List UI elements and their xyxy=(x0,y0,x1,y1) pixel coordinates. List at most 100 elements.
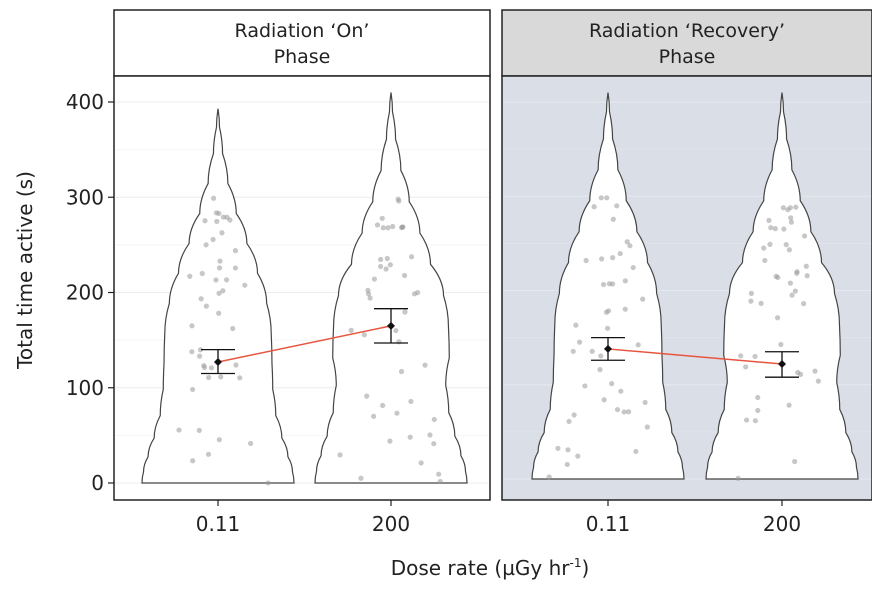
data-point xyxy=(618,388,624,394)
data-point xyxy=(573,322,579,328)
data-point xyxy=(609,381,615,387)
data-point xyxy=(642,399,648,406)
data-point xyxy=(380,225,386,231)
data-point xyxy=(187,273,193,279)
data-point xyxy=(422,362,428,368)
data-point xyxy=(570,348,576,354)
data-point xyxy=(237,375,243,381)
data-point xyxy=(202,218,208,224)
data-point xyxy=(398,224,405,231)
data-point xyxy=(635,342,641,348)
data-point xyxy=(378,256,384,263)
x-tick-label: 0.11 xyxy=(586,512,631,536)
data-point xyxy=(780,205,786,211)
data-point xyxy=(427,432,433,438)
data-point xyxy=(793,204,799,210)
strip-header xyxy=(113,9,491,77)
data-point xyxy=(248,440,254,447)
data-point xyxy=(773,273,779,279)
data-point xyxy=(794,270,800,276)
data-point xyxy=(600,281,607,288)
x-axis-label-sup: -1 xyxy=(570,556,582,570)
data-point xyxy=(598,353,604,359)
data-point xyxy=(358,475,364,481)
data-point xyxy=(348,327,354,333)
data-point xyxy=(232,265,239,271)
data-point xyxy=(576,339,583,345)
data-point xyxy=(387,262,393,268)
data-point xyxy=(437,478,443,485)
data-point xyxy=(762,257,768,264)
data-point xyxy=(800,301,807,307)
data-point xyxy=(804,273,810,279)
violin-0.11 xyxy=(141,108,295,484)
y-tick-label: 100 xyxy=(66,376,104,400)
x-tick-label: 200 xyxy=(372,512,410,536)
data-point xyxy=(214,218,220,225)
data-point xyxy=(785,207,791,213)
data-point xyxy=(418,460,424,466)
data-point xyxy=(223,277,230,283)
mean-point xyxy=(387,321,395,330)
panel-1: Radiation ‘On’ Phase 0.11 200 xyxy=(113,9,491,536)
data-point xyxy=(408,254,415,260)
data-point xyxy=(589,348,595,354)
mean-point xyxy=(778,360,786,369)
data-point xyxy=(812,368,818,374)
data-point xyxy=(196,427,202,433)
data-point xyxy=(591,204,597,210)
data-point xyxy=(384,255,390,262)
data-point xyxy=(609,281,616,287)
y-axis: 0 100 200 300 400 xyxy=(66,90,114,495)
data-point xyxy=(203,303,209,309)
data-point xyxy=(361,332,367,338)
data-point xyxy=(216,290,222,296)
data-point xyxy=(633,448,639,455)
data-point xyxy=(201,364,208,371)
y-axis-label: Total time active (s) xyxy=(13,171,37,370)
data-point xyxy=(205,451,212,457)
data-point xyxy=(208,365,215,371)
data-point xyxy=(761,245,767,251)
data-point xyxy=(792,458,798,465)
data-point xyxy=(190,386,196,393)
data-point xyxy=(230,325,236,332)
data-point xyxy=(598,195,604,201)
data-point xyxy=(233,362,239,368)
panel-2: Radiation ‘Recovery’ Phase 0.11 200 xyxy=(501,9,872,536)
data-point xyxy=(748,298,754,304)
strip-title-line2: Phase xyxy=(659,46,716,68)
data-point xyxy=(738,353,744,359)
data-point xyxy=(783,242,789,248)
data-point xyxy=(407,434,413,440)
data-point xyxy=(768,225,774,231)
data-point xyxy=(213,210,219,216)
data-point xyxy=(402,309,408,315)
x-axis-label-main: Dose rate (µGy hr xyxy=(391,556,571,580)
data-point xyxy=(626,409,632,415)
data-point xyxy=(772,226,778,232)
data-point xyxy=(210,236,216,243)
data-point xyxy=(216,437,222,443)
data-point xyxy=(379,215,385,221)
data-point xyxy=(617,250,623,257)
data-point xyxy=(546,474,552,480)
data-point xyxy=(555,445,561,451)
mean-point xyxy=(604,344,612,353)
data-point xyxy=(752,418,758,424)
data-point xyxy=(564,461,570,468)
y-tick-label: 300 xyxy=(66,185,104,209)
data-point xyxy=(431,416,437,423)
data-point xyxy=(789,292,795,298)
data-point xyxy=(393,327,399,334)
data-point xyxy=(571,412,577,418)
data-point xyxy=(766,217,772,224)
data-point xyxy=(370,413,377,419)
data-point xyxy=(803,263,809,269)
data-point xyxy=(815,378,821,384)
mean-point xyxy=(214,358,222,367)
data-point xyxy=(265,480,271,486)
data-point xyxy=(380,402,386,409)
mean-line xyxy=(607,348,783,365)
